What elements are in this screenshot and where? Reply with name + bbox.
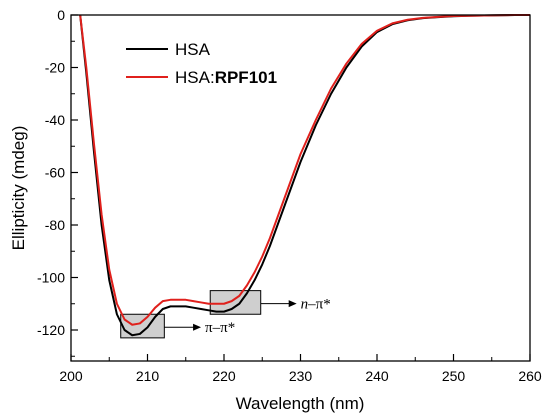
y-tick-label-0: 0: [57, 7, 65, 23]
annotation-box-0: [120, 313, 165, 339]
x-tick-label-260: 260: [518, 368, 542, 384]
annotation-arrowhead-0: [193, 323, 202, 331]
legend-label-hsa-rpf101-bold: RPF101: [215, 68, 277, 87]
y-axis-title: Ellipticity (mdeg): [9, 126, 28, 251]
annotation-label-part: –π*: [307, 297, 331, 313]
legend-label-hsa-rpf101-prefix: HSA:: [175, 68, 215, 87]
x-tick-label-200: 200: [59, 368, 83, 384]
annotation-layer: π–π* n–π*: [120, 290, 331, 339]
y-tick-label--80: -80: [45, 217, 65, 233]
x-tick-label-230: 230: [289, 368, 313, 384]
y-tick-label--60: -60: [45, 165, 65, 181]
annotation-box-1: [209, 290, 262, 315]
annotation-label-1: n–π*: [301, 297, 331, 313]
x-tick-label-250: 250: [442, 368, 466, 384]
annotation-label-0: π–π*: [205, 320, 235, 336]
y-tick-label--120: -120: [37, 322, 65, 338]
legend-label-hsa: HSA: [175, 40, 211, 59]
annotation-arrowhead-1: [288, 300, 297, 308]
series-layer: [79, 14, 530, 337]
x-tick-label-220: 220: [212, 368, 236, 384]
x-axis: 200 210 220 230 240 250 260: [59, 354, 542, 384]
legend: HSA HSA:RPF101: [126, 40, 277, 87]
y-tick-label--100: -100: [37, 270, 65, 286]
series-line-1: [79, 14, 530, 326]
y-tick-label--20: -20: [45, 60, 65, 76]
y-axis: 0 -20 -40 -60 -80 -100 -120: [37, 7, 78, 357]
x-tick-label-210: 210: [136, 368, 160, 384]
x-tick-label-240: 240: [365, 368, 389, 384]
legend-label-hsa-rpf101: HSA:RPF101: [175, 68, 277, 87]
annotation-label-part: n: [301, 297, 309, 313]
y-tick-label--40: -40: [45, 112, 65, 128]
series-line-0: [79, 14, 530, 337]
annotation-label-part: π–π*: [205, 320, 235, 336]
x-axis-title: Wavelength (nm): [236, 394, 365, 413]
legend-label-hsa-text: HSA: [175, 40, 211, 59]
